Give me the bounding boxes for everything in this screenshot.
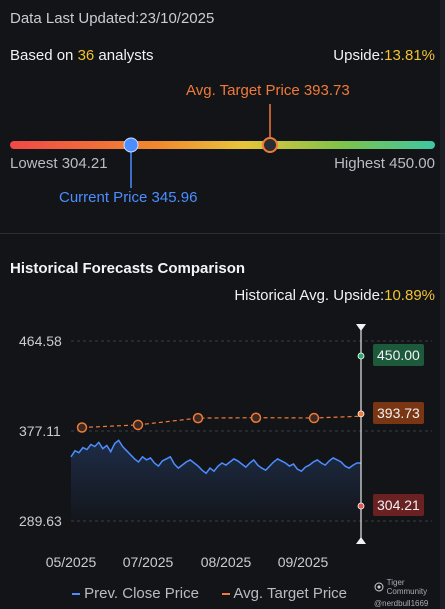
avg-target-value: 393.73: [303, 82, 350, 99]
lowest-price-label: Lowest 304.21: [10, 155, 108, 172]
high-cross-dot: [357, 352, 365, 360]
analyst-count-text: Based on 36 analysts: [10, 47, 153, 64]
historical-upside-value: 10.89%: [384, 287, 435, 304]
range-markers: [123, 104, 278, 188]
low-cross-dot: [357, 502, 365, 510]
avg-target-tag: 393.73: [373, 401, 424, 424]
lowest-tag: 304.21: [373, 493, 424, 516]
x-tick-label: 09/2025: [278, 554, 329, 570]
x-tick-label: 05/2025: [46, 554, 97, 570]
upside-label: Upside:: [333, 47, 385, 64]
legend-prev-close-label: Prev. Close Price: [84, 585, 199, 602]
historical-chart: 464.58 377.11 289.63 05/2025 07/2025 08/2025…: [19, 324, 432, 570]
highest-value: 450.00: [389, 155, 435, 172]
section-divider: [0, 233, 445, 234]
price-range-bar: [10, 141, 435, 149]
crosshair-bottom-handle: [356, 537, 366, 544]
lowest-caption: Lowest: [10, 155, 58, 172]
highest-price-label: Highest 450.00: [334, 155, 435, 172]
target-point: [250, 412, 262, 423]
historical-upside-text: Historical Avg. Upside:10.89%: [234, 287, 435, 304]
brand-watermark: Tiger Community @nerdbull1669: [374, 578, 445, 608]
data-updated-text: Data Last Updated:23/10/2025: [10, 10, 214, 27]
avg-target-label: Avg. Target Price 393.73: [186, 82, 350, 99]
current-price-marker: [123, 137, 139, 153]
legend-dash-icon: [222, 593, 230, 596]
avg-target-caption: Avg. Target Price: [186, 82, 300, 99]
brand-name: Tiger Community: [386, 578, 428, 596]
crosshair-top-handle: [356, 324, 366, 331]
highest-tag: 450.00: [373, 344, 424, 366]
tiger-logo-icon: [374, 582, 384, 592]
current-price-label: Current Price 345.96: [59, 189, 197, 206]
legend-avg-target[interactable]: Avg. Target Price: [222, 585, 347, 602]
legend-prev-close[interactable]: Prev. Close Price: [72, 585, 199, 602]
y-tick-label: 289.63: [19, 513, 62, 529]
lowest-value: 304.21: [61, 155, 108, 172]
target-price-line: [81, 415, 362, 429]
target-point: [76, 422, 88, 433]
price-area-fill: [71, 440, 361, 521]
x-tick-label: 08/2025: [201, 554, 252, 570]
historical-upside-label: Historical Avg. Upside:: [234, 287, 385, 304]
y-tick-label: 377.11: [19, 423, 61, 439]
based-suffix: analysts: [94, 47, 154, 64]
avg-cross-dot: [357, 410, 365, 418]
based-prefix: Based on: [10, 47, 78, 64]
highest-caption: Highest: [334, 155, 385, 172]
brand-handle: @nerdbull1669: [374, 599, 429, 608]
historical-title: Historical Forecasts Comparison: [10, 260, 246, 277]
target-point: [192, 412, 204, 424]
current-value: 345.96: [151, 189, 198, 206]
legend-avg-target-label: Avg. Target Price: [233, 585, 348, 602]
scrollbar-track[interactable]: [440, 0, 445, 609]
y-tick-label: 464.58: [19, 333, 62, 349]
avg-target-marker: [262, 137, 278, 153]
target-point: [308, 412, 320, 424]
target-point: [132, 419, 144, 431]
upside-text: Upside:13.81%: [333, 47, 435, 64]
current-caption: Current Price: [59, 189, 148, 206]
updated-label: Data Last Updated:: [10, 10, 140, 27]
upside-value: 13.81%: [384, 47, 435, 64]
analyst-count: 36: [77, 47, 95, 64]
x-tick-label: 07/2025: [123, 554, 174, 570]
prev-close-line: [70, 439, 361, 475]
updated-date: 23/10/2025: [139, 10, 215, 27]
legend-line-icon: [72, 593, 80, 596]
